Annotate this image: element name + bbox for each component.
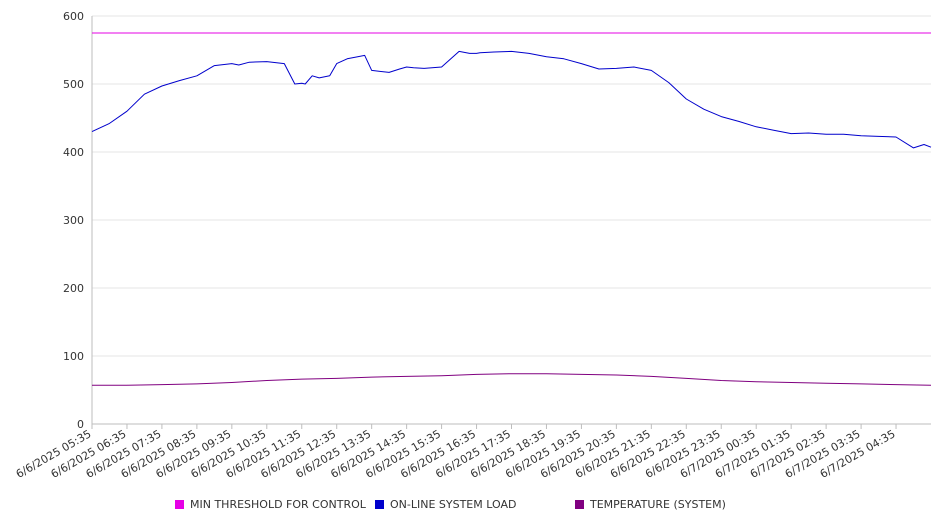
- legend-label-min-threshold: MIN THRESHOLD FOR CONTROL: [190, 498, 366, 511]
- gridlines: [92, 15, 931, 425]
- y-tick-label: 500: [63, 78, 84, 91]
- y-axis-tick-labels: 0 100 200 300 400 500 600: [63, 10, 84, 431]
- legend-swatch-min-threshold: [175, 500, 184, 509]
- legend-swatch-system-load: [375, 500, 384, 509]
- y-tick-label: 100: [63, 350, 84, 363]
- legend-swatch-temperature: [575, 500, 584, 509]
- y-tick-label: 400: [63, 146, 84, 159]
- y-tick-label: 600: [63, 10, 84, 23]
- y-tick-label: 200: [63, 282, 84, 295]
- legend-label-system-load: ON-LINE SYSTEM LOAD: [390, 498, 517, 511]
- legend-item-min-threshold[interactable]: MIN THRESHOLD FOR CONTROL: [175, 498, 366, 511]
- series-line-temperature: [92, 373, 932, 386]
- axes: [91, 16, 931, 429]
- legend-label-temperature: TEMPERATURE (SYSTEM): [590, 498, 726, 511]
- legend-item-temperature[interactable]: TEMPERATURE (SYSTEM): [575, 498, 726, 511]
- x-axis-tick-labels: 6/6/2025 05:356/6/2025 06:356/6/2025 07:…: [14, 427, 898, 481]
- legend: MIN THRESHOLD FOR CONTROL ON-LINE SYSTEM…: [0, 498, 946, 514]
- series-line-system-load: [91, 50, 932, 149]
- y-tick-label: 300: [63, 214, 84, 227]
- series-lines: [91, 32, 932, 386]
- y-tick-label: 0: [77, 418, 84, 431]
- legend-item-system-load[interactable]: ON-LINE SYSTEM LOAD: [375, 498, 516, 511]
